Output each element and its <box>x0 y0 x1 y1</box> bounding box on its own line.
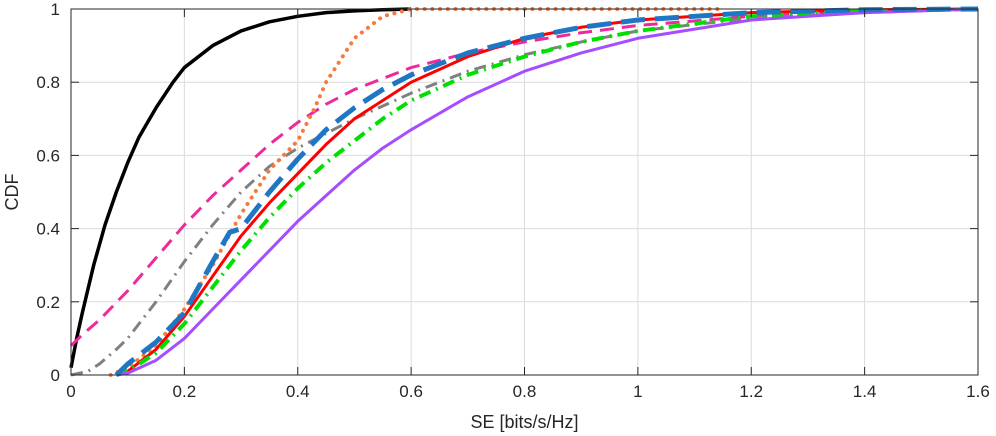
y-tick-label: 0.6 <box>36 146 60 165</box>
x-axis-label: SE [bits/s/Hz] <box>470 412 578 432</box>
x-tick-label: 0.8 <box>513 382 537 401</box>
y-axis-label: CDF <box>2 174 22 211</box>
y-tick-label: 1 <box>51 0 60 19</box>
y-tick-label: 0.8 <box>36 73 60 92</box>
x-tick-label: 0.2 <box>173 382 197 401</box>
x-tick-label: 0.4 <box>286 382 310 401</box>
x-tick-label: 0 <box>66 382 75 401</box>
series-solid-black <box>69 7 412 369</box>
series-group <box>69 6 979 377</box>
x-tick-label: 1.4 <box>853 382 877 401</box>
x-tick-label: 1.2 <box>739 382 763 401</box>
y-tick-label: 0.4 <box>36 220 60 239</box>
series-dashed-magenta <box>69 7 979 347</box>
y-tick-label: 0.2 <box>36 293 60 312</box>
series-dashdot-green <box>115 7 979 377</box>
series-solid-purple <box>116 7 979 377</box>
x-tick-label: 1.6 <box>966 382 990 401</box>
x-tick-label: 0.6 <box>399 382 423 401</box>
y-tick-label: 0 <box>51 366 60 385</box>
x-tick-label: 1 <box>633 382 642 401</box>
grid-lines <box>70 8 979 376</box>
series-dashed-blue <box>114 6 979 377</box>
axis-ticks: 0 0.2 0.4 0.6 0.8 1 1.2 1.4 1.6 0 0.2 0.4 0.6 0.8 1 <box>36 0 989 401</box>
